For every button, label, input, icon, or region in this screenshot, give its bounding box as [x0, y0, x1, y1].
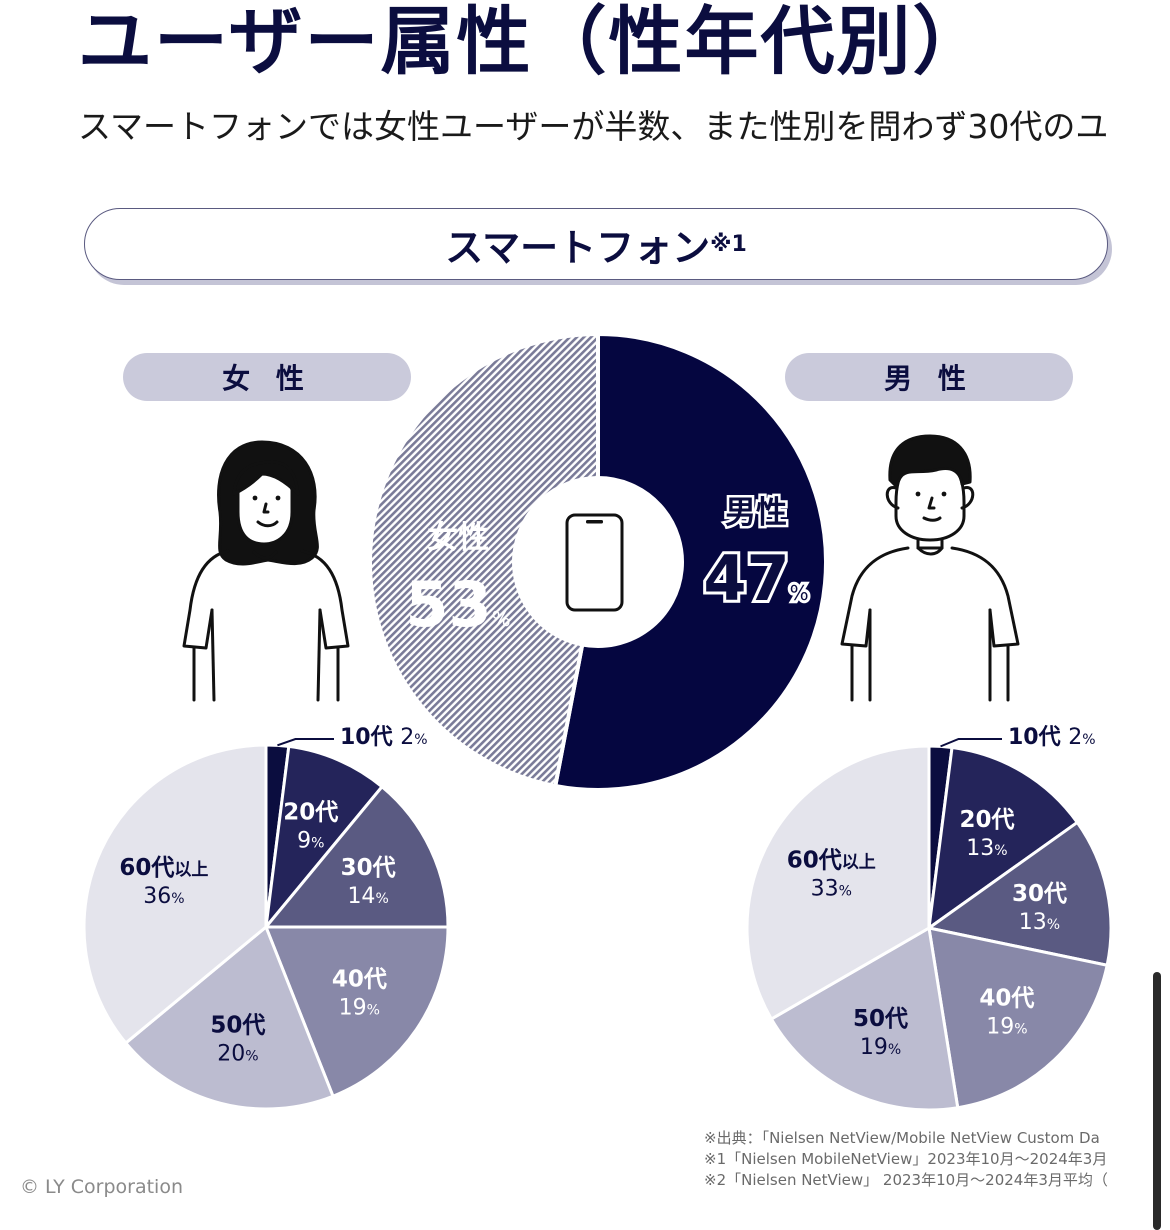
- pie-slice: [262, 784, 450, 929]
- female-pill: 女 性: [123, 353, 411, 401]
- male-pill: 男 性: [785, 353, 1073, 401]
- leader-line: [940, 738, 1002, 748]
- pie-label: 30代: [341, 855, 396, 881]
- banner-note-mark: ※1: [710, 231, 747, 257]
- pie-slice: [927, 926, 1109, 1110]
- pie-slice: [123, 924, 335, 1111]
- pie-label: 50代: [853, 1006, 908, 1032]
- pie-label: 40代: [332, 966, 387, 992]
- copyright: © LY Corporation: [20, 1176, 183, 1198]
- donut-value-female: 53%: [405, 568, 510, 641]
- pie-slice: [263, 925, 450, 1099]
- pie-value: 19%: [339, 995, 380, 1020]
- pie-slice: [745, 744, 931, 1022]
- pie-value: 20%: [217, 1041, 258, 1066]
- pie-label: 40代: [979, 986, 1034, 1012]
- pie-value: 36%: [143, 884, 184, 909]
- pie-slice: [263, 744, 385, 932]
- donut-label-male: 男性: [725, 495, 787, 531]
- donut-slice-male: [368, 331, 600, 789]
- page-subtitle: スマートフォンでは女性ユーザーが半数、また性別を問わず30代のユ: [78, 107, 1109, 146]
- page-title: ユーザー属性（性年代別）: [78, 0, 989, 85]
- gender-donut-chart: 女性 53% 男性 47%: [368, 331, 828, 792]
- pie-value: 19%: [986, 1015, 1027, 1040]
- pie-value: 19%: [860, 1035, 901, 1060]
- pie-label: 20代: [959, 807, 1014, 833]
- woman-illustration-icon: [182, 440, 350, 702]
- pie-label: 10代 2%: [340, 725, 428, 750]
- pie-label: 30代: [1012, 881, 1067, 907]
- pie-value: 13%: [966, 836, 1007, 861]
- pie-value: 13%: [1019, 910, 1060, 935]
- pie-slice: [927, 745, 1080, 932]
- smartphone-icon: [565, 513, 624, 612]
- leader-line: [277, 738, 334, 747]
- pie-label: 60代以上: [119, 855, 208, 881]
- pie-slice: [925, 820, 1113, 968]
- pie-label: 20代: [283, 799, 338, 825]
- smartphone-banner: スマートフォン ※1: [84, 208, 1108, 280]
- pie-value: 9%: [297, 828, 324, 853]
- vertical-scrollbar[interactable]: [1153, 972, 1161, 1230]
- pie-value: 14%: [347, 884, 388, 909]
- banner-label: スマートフォン: [445, 225, 711, 270]
- pie-value: 33%: [811, 877, 852, 902]
- pie-label: 50代: [210, 1012, 265, 1038]
- footnote-2: ※2「Nielsen NetView」 2023年10月〜2024年3月平均（: [704, 1171, 1108, 1189]
- footnote-1: ※1「Nielsen MobileNetView」2023年10月〜2024年3…: [704, 1150, 1108, 1168]
- donut-slice-female: [552, 331, 828, 792]
- footnotes: ※出典：「Nielsen NetView/Mobile NetView Cust…: [704, 1128, 1170, 1191]
- footnote-source: ※出典：「Nielsen NetView/Mobile NetView Cust…: [704, 1129, 1100, 1147]
- pie-slice: [769, 925, 960, 1112]
- donut-value-male: 47%: [703, 542, 808, 615]
- pie-slice: [82, 743, 268, 1046]
- pie-label: 10代 2%: [1008, 725, 1096, 750]
- female-age-pie-chart: 10代 2% 20代 9% 30代 14% 40代 19% 50代 20% 60代以上 36%: [82, 725, 450, 1111]
- pie-label: 60代以上: [787, 848, 876, 874]
- man-illustration-icon: [840, 434, 1020, 702]
- donut-label-female: 女性: [427, 520, 489, 556]
